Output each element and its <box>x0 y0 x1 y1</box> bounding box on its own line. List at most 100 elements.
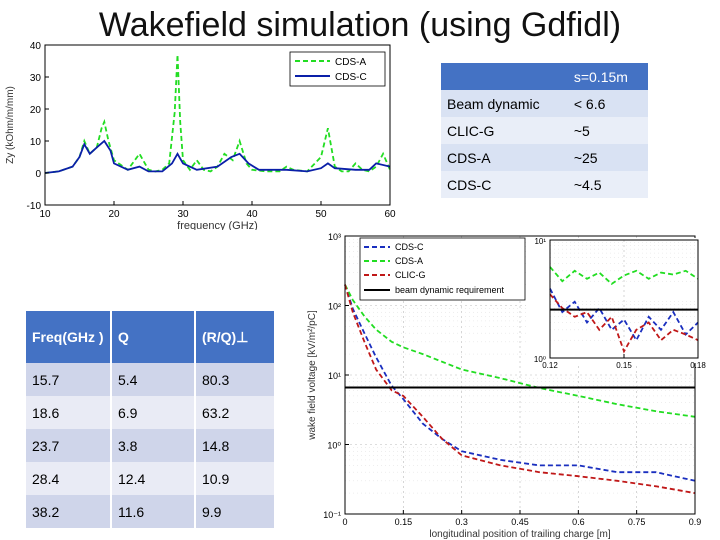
legend-label-cds-a: CDS-A <box>335 57 366 68</box>
table-cell: 10.9 <box>194 462 274 495</box>
table-cell: ~5 <box>567 117 648 144</box>
impedance-chart-ylabel: Zy (kOhm/m/mm) <box>5 86 16 164</box>
x-tick-label: 50 <box>315 209 327 220</box>
wakefield-chart-xlabel: longitudinal position of trailing charge… <box>429 529 610 540</box>
x-tick-label: 10 <box>39 209 51 220</box>
series-line-clic-g <box>549 293 699 354</box>
legend-label-cds-a: CDS-A <box>395 256 423 266</box>
table-cell: 28.4 <box>24 462 111 495</box>
y-tick-label: 10¹ <box>328 371 341 381</box>
x-tick-label: 20 <box>108 209 120 220</box>
page-title: Wakefield simulation (using Gdfidl) <box>98 6 622 44</box>
y-tick-label: 20 <box>30 105 42 116</box>
table-row: 28.4 12.4 10.9 <box>24 462 274 495</box>
x-tick-label: 0.12 <box>542 361 558 370</box>
series-line-cds-a <box>344 284 696 418</box>
x-tick-label: 0 <box>342 517 347 527</box>
y-tick-label: 10³ <box>328 232 341 242</box>
impedance-chart: 10 20 30 40 50 60 -10 0 10 20 30 40 frequency (GHz)… <box>5 41 396 230</box>
series-line-cds-a <box>44 54 391 174</box>
table-cell: CDS-A <box>441 144 568 171</box>
x-tick-label: 60 <box>384 209 396 220</box>
table-cell: 63.2 <box>194 396 274 429</box>
table-cell: CLIC-G <box>441 117 568 144</box>
table-cell: Freq(GHz ) <box>24 311 111 363</box>
table-row: CDS-C ~4.5 <box>441 171 648 198</box>
legend-label-requirement: beam dynamic requirement <box>395 285 505 295</box>
impedance-chart-xlabel: frequency (GHz) <box>177 220 258 230</box>
x-tick-label: 0.9 <box>689 517 702 527</box>
table-row: CDS-A ~25 <box>441 144 648 171</box>
x-tick-label: 0.3 <box>455 517 468 527</box>
inset-chart-series <box>549 266 699 354</box>
y-tick-label: 40 <box>30 41 42 52</box>
legend-label-clic-g: CLIC-G <box>395 270 426 280</box>
table-cell: 18.6 <box>24 396 111 429</box>
table-cell: 12.4 <box>110 462 195 495</box>
y-tick-label: 30 <box>30 73 42 84</box>
table-row: 23.7 3.8 14.8 <box>24 429 274 462</box>
table-cell: < 6.6 <box>567 90 648 117</box>
table-cell: Beam dynamic <box>441 90 568 117</box>
wakefield-chart-ylabel: wake field voltage [kV/m²/pC] <box>307 310 318 441</box>
kick-factor-table-header: s=0.15m <box>441 63 648 90</box>
table-row: 18.6 6.9 63.2 <box>24 396 274 429</box>
table-cell: 80.3 <box>194 363 274 396</box>
table-cell: 9.9 <box>194 495 274 528</box>
y-tick-label: 10 <box>30 137 42 148</box>
wakefield-chart-series <box>344 284 696 494</box>
wakefield-inset-chart: 0.12 0.15 0.18 10⁰ 10¹ <box>526 237 706 370</box>
y-tick-label: 10¹ <box>534 237 546 246</box>
y-tick-label: -10 <box>27 201 42 212</box>
y-tick-label: 10² <box>328 302 341 312</box>
impedance-chart-series <box>44 54 391 174</box>
impedance-chart-ticks: 10 20 30 40 50 60 -10 0 10 20 30 40 <box>27 41 396 220</box>
kick-factor-table: s=0.15m Beam dynamic < 6.6 CLIC-G ~5 CDS… <box>441 63 648 198</box>
table-cell: 15.7 <box>24 363 111 396</box>
y-tick-label: 10⁻¹ <box>323 510 341 520</box>
table-cell: 5.4 <box>110 363 195 396</box>
x-tick-label: 0.6 <box>572 517 585 527</box>
mode-table-header: Freq(GHz ) Q (R/Q)⊥ <box>24 311 274 363</box>
table-cell: Q <box>110 311 195 363</box>
table-cell: 23.7 <box>24 429 111 462</box>
y-tick-label: 10⁰ <box>534 355 546 364</box>
table-cell: 38.2 <box>24 495 111 528</box>
x-tick-label: 0.45 <box>511 517 529 527</box>
table-cell: 11.6 <box>110 495 195 528</box>
wakefield-chart-frame <box>344 235 696 515</box>
y-tick-label: 0 <box>35 169 41 180</box>
legend-label-cds-c: CDS-C <box>395 242 424 252</box>
table-cell: ~4.5 <box>567 171 648 198</box>
series-line-clic-g <box>344 284 696 494</box>
table-cell: (R/Q)⊥ <box>194 311 274 363</box>
y-tick-label: 10⁰ <box>327 441 341 451</box>
table-cell: ~25 <box>567 144 648 171</box>
x-tick-label: 0.18 <box>690 361 706 370</box>
table-cell: 14.8 <box>194 429 274 462</box>
wakefield-chart-legend: CDS-C CDS-A CLIC-G beam dynamic requirem… <box>359 237 526 301</box>
x-tick-label: 40 <box>246 209 258 220</box>
table-cell: 6.9 <box>110 396 195 429</box>
table-cell <box>441 63 568 90</box>
table-cell: CDS-C <box>441 171 568 198</box>
table-cell: s=0.15m <box>567 63 648 90</box>
x-tick-label: 0.15 <box>616 361 632 370</box>
impedance-chart-legend: CDS-A CDS-C <box>289 51 386 87</box>
x-tick-label: 30 <box>177 209 189 220</box>
mode-table: Freq(GHz ) Q (R/Q)⊥ 15.7 5.4 80.3 18.6 6… <box>24 311 274 528</box>
series-line-cds-a <box>549 266 699 286</box>
series-line-cds-c <box>549 288 699 343</box>
table-row: 15.7 5.4 80.3 <box>24 363 274 396</box>
wakefield-chart: 0 0.15 0.3 0.45 0.6 0.75 0.9 10⁻¹ 10⁰ 10¹ 10² 10³ l… <box>307 232 706 540</box>
table-row: 38.2 11.6 9.9 <box>24 495 274 528</box>
table-row: Beam dynamic < 6.6 <box>441 90 648 117</box>
series-line-cds-c <box>44 139 391 174</box>
x-tick-label: 0.75 <box>628 517 646 527</box>
legend-label-cds-c: CDS-C <box>335 72 367 83</box>
impedance-chart-frame <box>44 44 391 206</box>
inset-chart-frame <box>549 239 699 359</box>
table-cell: 3.8 <box>110 429 195 462</box>
x-tick-label: 0.15 <box>395 517 413 527</box>
table-row: CLIC-G ~5 <box>441 117 648 144</box>
